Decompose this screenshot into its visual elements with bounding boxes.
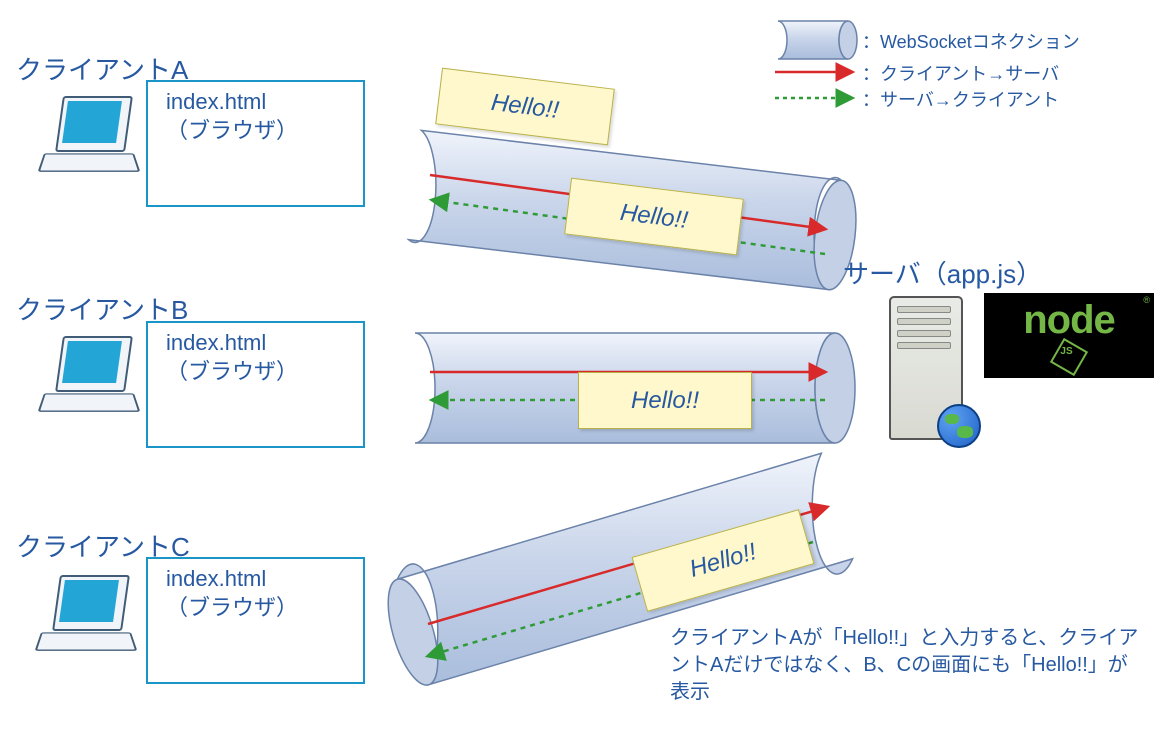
nodejs-badge: ® node [984,293,1154,378]
hello-message-box: Hello!! [578,372,752,429]
nodejs-text: node [1023,300,1115,340]
explanation-caption: クライアントAが「Hello!!」と入力すると、クライアントAだけではなく、B、… [670,625,1140,706]
laptop-a-icon [33,96,143,184]
server-icon [869,296,984,456]
browser-b-box: index.html（ブラウザ） [146,321,365,448]
legend-ws-label: ：WebSocketコネクション [862,28,1080,54]
laptop-b-icon [33,336,143,424]
browser-b-text: index.html（ブラウザ） [166,329,298,386]
browser-c-text: index.html（ブラウザ） [166,565,298,622]
legend-green-label: ：サーバ→クライアント [862,86,1059,112]
server-label: サーバ（app.js） [843,254,1042,291]
browser-c-box: index.html（ブラウザ） [146,557,365,684]
browser-a-text: index.html（ブラウザ） [166,88,298,145]
legend-red-label: ：クライアント→サーバ [862,60,1059,86]
laptop-c-icon [30,575,140,663]
browser-a-box: index.html（ブラウザ） [146,80,365,207]
